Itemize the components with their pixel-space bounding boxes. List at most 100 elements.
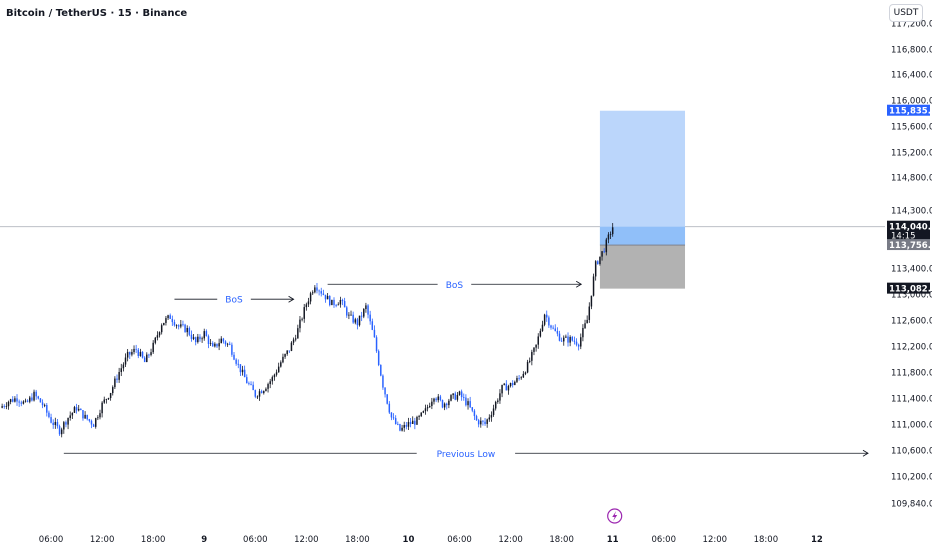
candle xyxy=(320,287,322,297)
candle xyxy=(322,289,325,296)
candle-body xyxy=(524,372,527,374)
candle-body xyxy=(341,300,344,302)
candle-body xyxy=(443,403,446,408)
candle xyxy=(41,399,44,409)
candle xyxy=(267,382,269,393)
candle xyxy=(333,297,335,308)
candle xyxy=(156,331,159,341)
candle-body xyxy=(203,331,205,339)
candle-body xyxy=(88,419,91,421)
candle xyxy=(422,410,425,414)
candle xyxy=(343,297,346,308)
candle xyxy=(258,388,261,401)
candle xyxy=(148,353,150,358)
candle-body xyxy=(611,227,614,235)
candle-body xyxy=(577,344,580,347)
price-tick-label: 113,400.00 xyxy=(891,265,932,275)
candle-body xyxy=(209,343,212,345)
candle xyxy=(580,333,582,350)
candle-body xyxy=(56,421,59,427)
candle xyxy=(82,409,84,421)
currency-button[interactable]: USDT xyxy=(889,4,923,22)
candle-body xyxy=(188,328,191,335)
candle-body xyxy=(505,383,508,391)
candle xyxy=(7,400,10,410)
candle xyxy=(543,313,546,327)
price-tick-label: 116,400.00 xyxy=(891,71,932,81)
candle-body xyxy=(248,383,250,385)
candle xyxy=(58,424,61,436)
candle-body xyxy=(43,405,46,406)
candle xyxy=(77,404,80,412)
candle xyxy=(516,375,518,383)
candle-body xyxy=(380,364,382,376)
candle-body xyxy=(492,408,495,415)
candle-body xyxy=(320,291,322,294)
candle-body xyxy=(348,314,350,316)
candle xyxy=(3,404,5,409)
candle-body xyxy=(597,261,599,265)
candle xyxy=(92,423,95,427)
price-tick-label: 110,200.00 xyxy=(891,473,932,483)
candle xyxy=(307,297,310,308)
candle-body xyxy=(29,397,31,402)
candle-body xyxy=(482,420,484,422)
candle xyxy=(337,302,340,306)
candle xyxy=(582,324,584,342)
candle xyxy=(537,333,539,349)
candle xyxy=(46,403,48,417)
candle xyxy=(263,390,265,395)
candle-body xyxy=(518,378,520,379)
candle-body xyxy=(428,406,431,408)
candle xyxy=(416,415,418,425)
candle-body xyxy=(7,401,10,407)
candle-body xyxy=(267,384,269,389)
candle xyxy=(205,329,208,337)
candle xyxy=(56,419,59,429)
candle xyxy=(226,342,229,347)
candle xyxy=(433,397,435,405)
annotation-label: BoS xyxy=(446,281,464,291)
candle-body xyxy=(575,341,578,345)
candle xyxy=(207,334,210,349)
candle xyxy=(341,298,344,306)
candle-body xyxy=(422,411,425,413)
candle-body xyxy=(420,412,422,417)
candle-body xyxy=(477,420,480,425)
candle xyxy=(409,418,412,428)
candle xyxy=(394,415,397,425)
candle-body xyxy=(490,414,493,418)
candle xyxy=(14,396,16,403)
candle xyxy=(143,356,146,363)
price-label: 114,040.8914:15 xyxy=(887,220,932,242)
candle-body xyxy=(363,309,365,317)
candle-body xyxy=(307,301,310,305)
candle-body xyxy=(9,399,12,402)
candle-body xyxy=(543,314,546,325)
price-tick-label: 114,800.00 xyxy=(891,174,932,184)
candle-body xyxy=(194,337,197,343)
candle xyxy=(528,357,531,364)
price-label-text: 113,082.45 xyxy=(889,285,932,295)
candle-body xyxy=(237,363,240,365)
candle xyxy=(248,381,250,386)
candle xyxy=(222,337,225,344)
candle xyxy=(565,334,567,338)
candle-body xyxy=(233,354,235,360)
price-tick-label: 116,800.00 xyxy=(891,46,932,56)
candle-body xyxy=(354,319,357,323)
candle-body xyxy=(175,325,178,327)
candle xyxy=(599,256,601,266)
candle-body xyxy=(158,332,161,336)
candle-body xyxy=(511,383,514,386)
candle-body xyxy=(528,360,531,362)
candle-body xyxy=(373,329,376,338)
candle-body xyxy=(216,343,218,347)
candle xyxy=(399,423,401,432)
candle xyxy=(492,404,495,417)
candle xyxy=(524,371,527,376)
time-tick-label: 12:00 xyxy=(703,535,728,545)
candle xyxy=(5,402,8,410)
